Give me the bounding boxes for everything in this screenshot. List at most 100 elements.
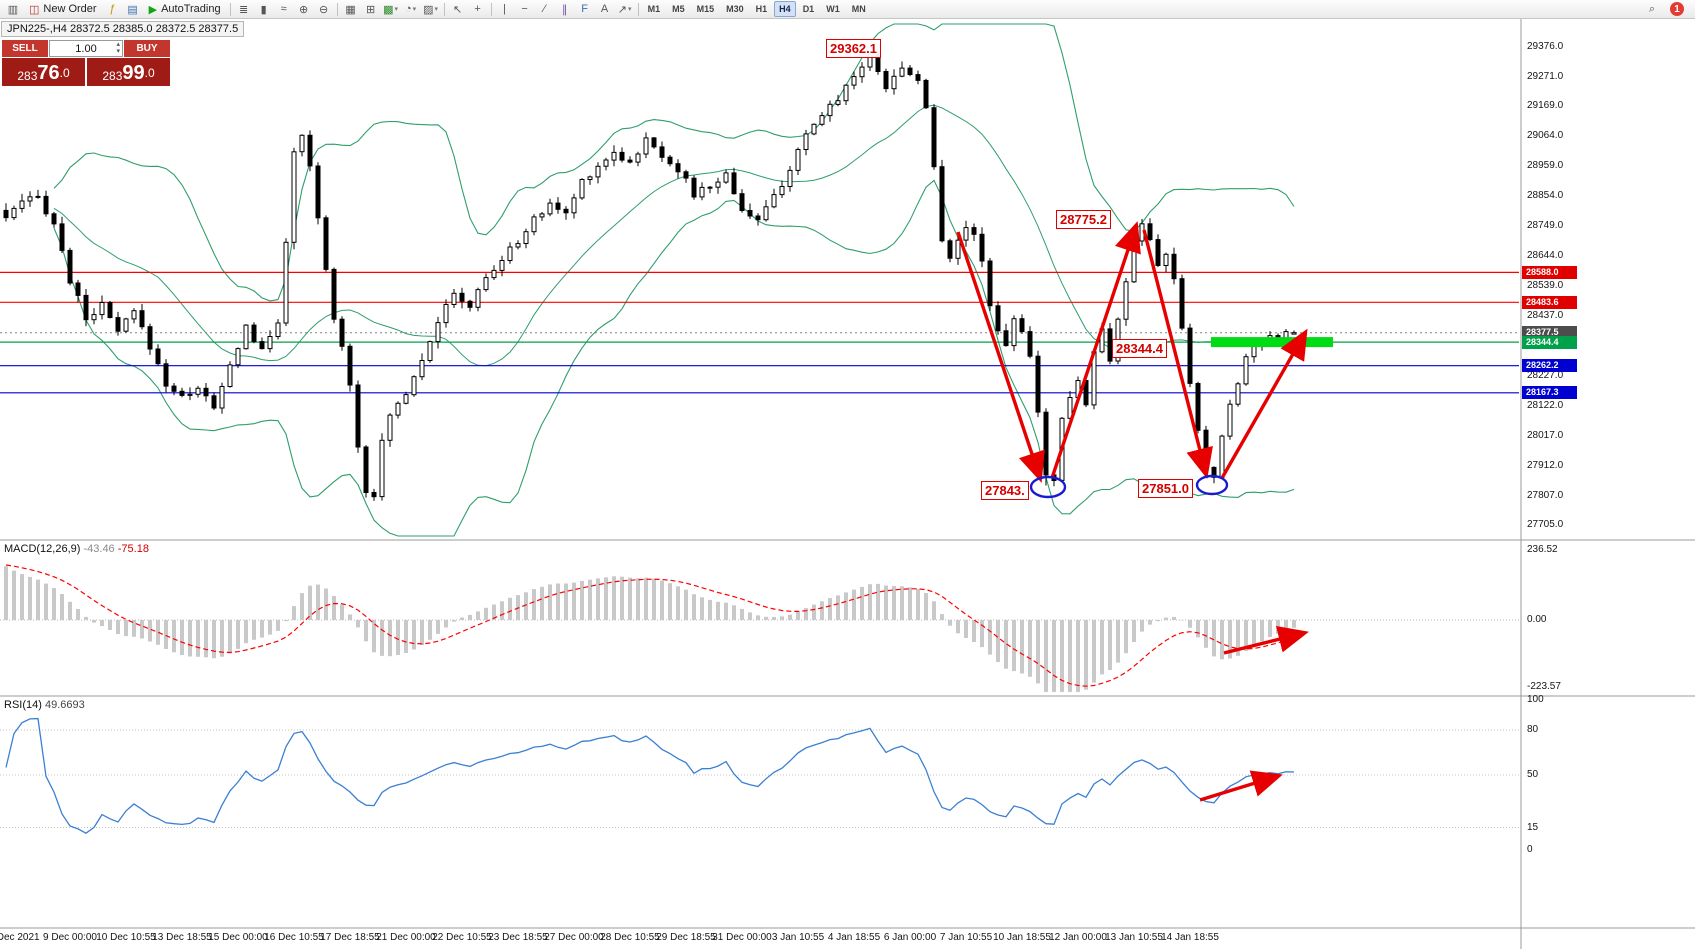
buy-button[interactable]: BUY xyxy=(124,40,170,57)
timeframe-button-m1[interactable]: M1 xyxy=(647,4,661,14)
macd-histogram-bar xyxy=(60,594,64,620)
candle-body xyxy=(459,292,465,302)
timeframe-button-m5[interactable]: M5 xyxy=(672,4,685,14)
zoom-in-icon[interactable]: ⊕ xyxy=(298,3,309,16)
low-circle-annotation[interactable] xyxy=(1195,474,1229,496)
volume-down-icon[interactable]: ▾ xyxy=(116,48,120,55)
candle-body xyxy=(827,103,833,117)
low-circle-annotation[interactable] xyxy=(1029,475,1067,499)
text-label-icon[interactable]: A xyxy=(600,3,609,15)
trend-arrow[interactable] xyxy=(1199,770,1283,802)
annotation-price-label[interactable]: 28344.4 xyxy=(1112,339,1167,358)
macd-histogram-bar xyxy=(796,611,800,620)
macd-histogram-bar xyxy=(1228,620,1232,659)
buy-price[interactable]: 283 99.0 xyxy=(87,58,170,86)
new-chart-icon[interactable]: ▩ ▾ xyxy=(383,3,399,16)
macd-histogram-bar xyxy=(228,620,232,654)
support-highlight-bar[interactable] xyxy=(1211,337,1333,348)
fibonacci-icon[interactable]: F xyxy=(581,3,588,15)
macd-indicator-label: MACD(12,26,9) -43.46 -75.18 xyxy=(4,543,149,555)
trend-arrow[interactable] xyxy=(956,231,1045,483)
bollinger-band-line[interactable] xyxy=(53,104,1295,367)
autotrading-play-icon: ▶ xyxy=(148,3,158,16)
macd-histogram-bar xyxy=(124,620,128,637)
search-icon[interactable]: ⌕ xyxy=(1648,2,1656,15)
volume-up-icon[interactable]: ▴ xyxy=(116,41,120,48)
terminal-icon[interactable]: ▤ xyxy=(127,3,138,16)
annotation-price-label[interactable]: 27851.0 xyxy=(1138,479,1193,498)
arrows-tool-icon[interactable]: ↗ ▾ xyxy=(617,3,632,16)
autotrading-button[interactable]: ▶ AutoTrading xyxy=(143,1,227,17)
new-order-button[interactable]: ◫ New Order xyxy=(23,1,103,17)
candle-body xyxy=(99,302,105,316)
candle-body xyxy=(75,282,81,296)
macd-histogram-bar xyxy=(396,620,400,655)
candle-body xyxy=(595,165,601,178)
line-chart-icon[interactable]: ≈ xyxy=(280,3,287,15)
notification-badge[interactable]: 1 xyxy=(1670,2,1684,16)
channel-icon[interactable]: ∥ xyxy=(561,3,568,16)
macd-histogram-bar xyxy=(636,578,640,620)
metaeditor-icon[interactable]: ƒ xyxy=(109,3,116,15)
templates-icon[interactable]: ▨ ▾ xyxy=(423,3,439,16)
annotation-price-label[interactable]: 27843. xyxy=(981,481,1029,500)
bollinger-band-line[interactable] xyxy=(53,179,1295,537)
timeframe-button-d1[interactable]: D1 xyxy=(802,4,815,14)
candle-body xyxy=(715,181,721,188)
bollinger-band-line[interactable] xyxy=(53,23,1295,302)
sell-button[interactable]: SELL xyxy=(2,40,48,57)
timeframe-button-m30[interactable]: M30 xyxy=(726,4,744,14)
trend-arrow[interactable] xyxy=(1223,625,1309,655)
candle-body xyxy=(3,209,9,219)
trendline-icon[interactable]: ∕ xyxy=(543,3,546,15)
zoom-out-icon[interactable]: ⊖ xyxy=(318,3,329,16)
volume-input[interactable]: 1.00 ▴ ▾ xyxy=(49,40,123,57)
candle-body xyxy=(267,336,273,350)
horizontal-line-icon[interactable]: − xyxy=(521,3,528,15)
macd-histogram-bar xyxy=(508,597,512,620)
timeframe-button-h1[interactable]: H1 xyxy=(755,4,768,14)
macd-histogram-bar xyxy=(44,583,48,620)
candle-body xyxy=(179,390,185,396)
tile-windows-icon[interactable]: ▦ xyxy=(345,3,356,16)
cursor-icon[interactable]: ↖ xyxy=(452,3,463,16)
timeframe-button-h4[interactable]: H4 xyxy=(774,1,796,17)
trend-arrow[interactable] xyxy=(1220,328,1308,479)
candle-body xyxy=(851,76,857,86)
macd-histogram-bar xyxy=(812,604,816,620)
candle-body xyxy=(1187,327,1193,384)
toolbar-separator xyxy=(443,2,445,16)
candlestick-chart-icon[interactable]: ▮ xyxy=(260,3,267,16)
period-clock-icon[interactable]: ◔ ▾ xyxy=(405,3,417,15)
macd-histogram-bar xyxy=(412,620,416,650)
candle-body xyxy=(691,177,697,198)
annotation-price-label[interactable]: 29362.1 xyxy=(826,39,881,58)
timeframe-button-w1[interactable]: W1 xyxy=(826,4,840,14)
candle-body xyxy=(587,176,593,180)
macd-histogram-bar xyxy=(820,601,824,620)
chart-info-bar[interactable]: JPN225-,H4 28372.5 28385.0 28372.5 28377… xyxy=(1,21,245,37)
candle-body xyxy=(659,146,665,158)
trend-arrow[interactable] xyxy=(1142,229,1213,479)
chart-window-icon[interactable]: ▥ xyxy=(7,3,19,16)
macd-histogram-bar xyxy=(148,620,152,642)
bar-chart-icon[interactable]: ≣ xyxy=(238,3,249,16)
crosshair-icon[interactable]: + xyxy=(474,3,481,15)
vertical-line-icon[interactable]: | xyxy=(503,3,507,15)
timeframe-button-mn[interactable]: MN xyxy=(851,4,866,14)
annotation-price-label[interactable]: 28775.2 xyxy=(1056,210,1111,229)
candle-body xyxy=(299,134,305,153)
macd-histogram-bar xyxy=(140,620,144,639)
macd-histogram-bar xyxy=(532,589,536,620)
sell-price[interactable]: 283 76.0 xyxy=(2,58,85,86)
candle-body xyxy=(1011,318,1017,347)
candle-body xyxy=(611,151,617,161)
timeframe-button-m15[interactable]: M15 xyxy=(696,4,715,14)
trend-arrow[interactable] xyxy=(1050,221,1141,479)
sell-price-digits-0: 283 xyxy=(17,69,38,83)
candle-body xyxy=(443,304,449,324)
arrange-windows-icon[interactable]: ⊞ xyxy=(365,3,376,16)
macd-histogram-bar xyxy=(924,593,928,620)
candle-body xyxy=(403,394,409,404)
